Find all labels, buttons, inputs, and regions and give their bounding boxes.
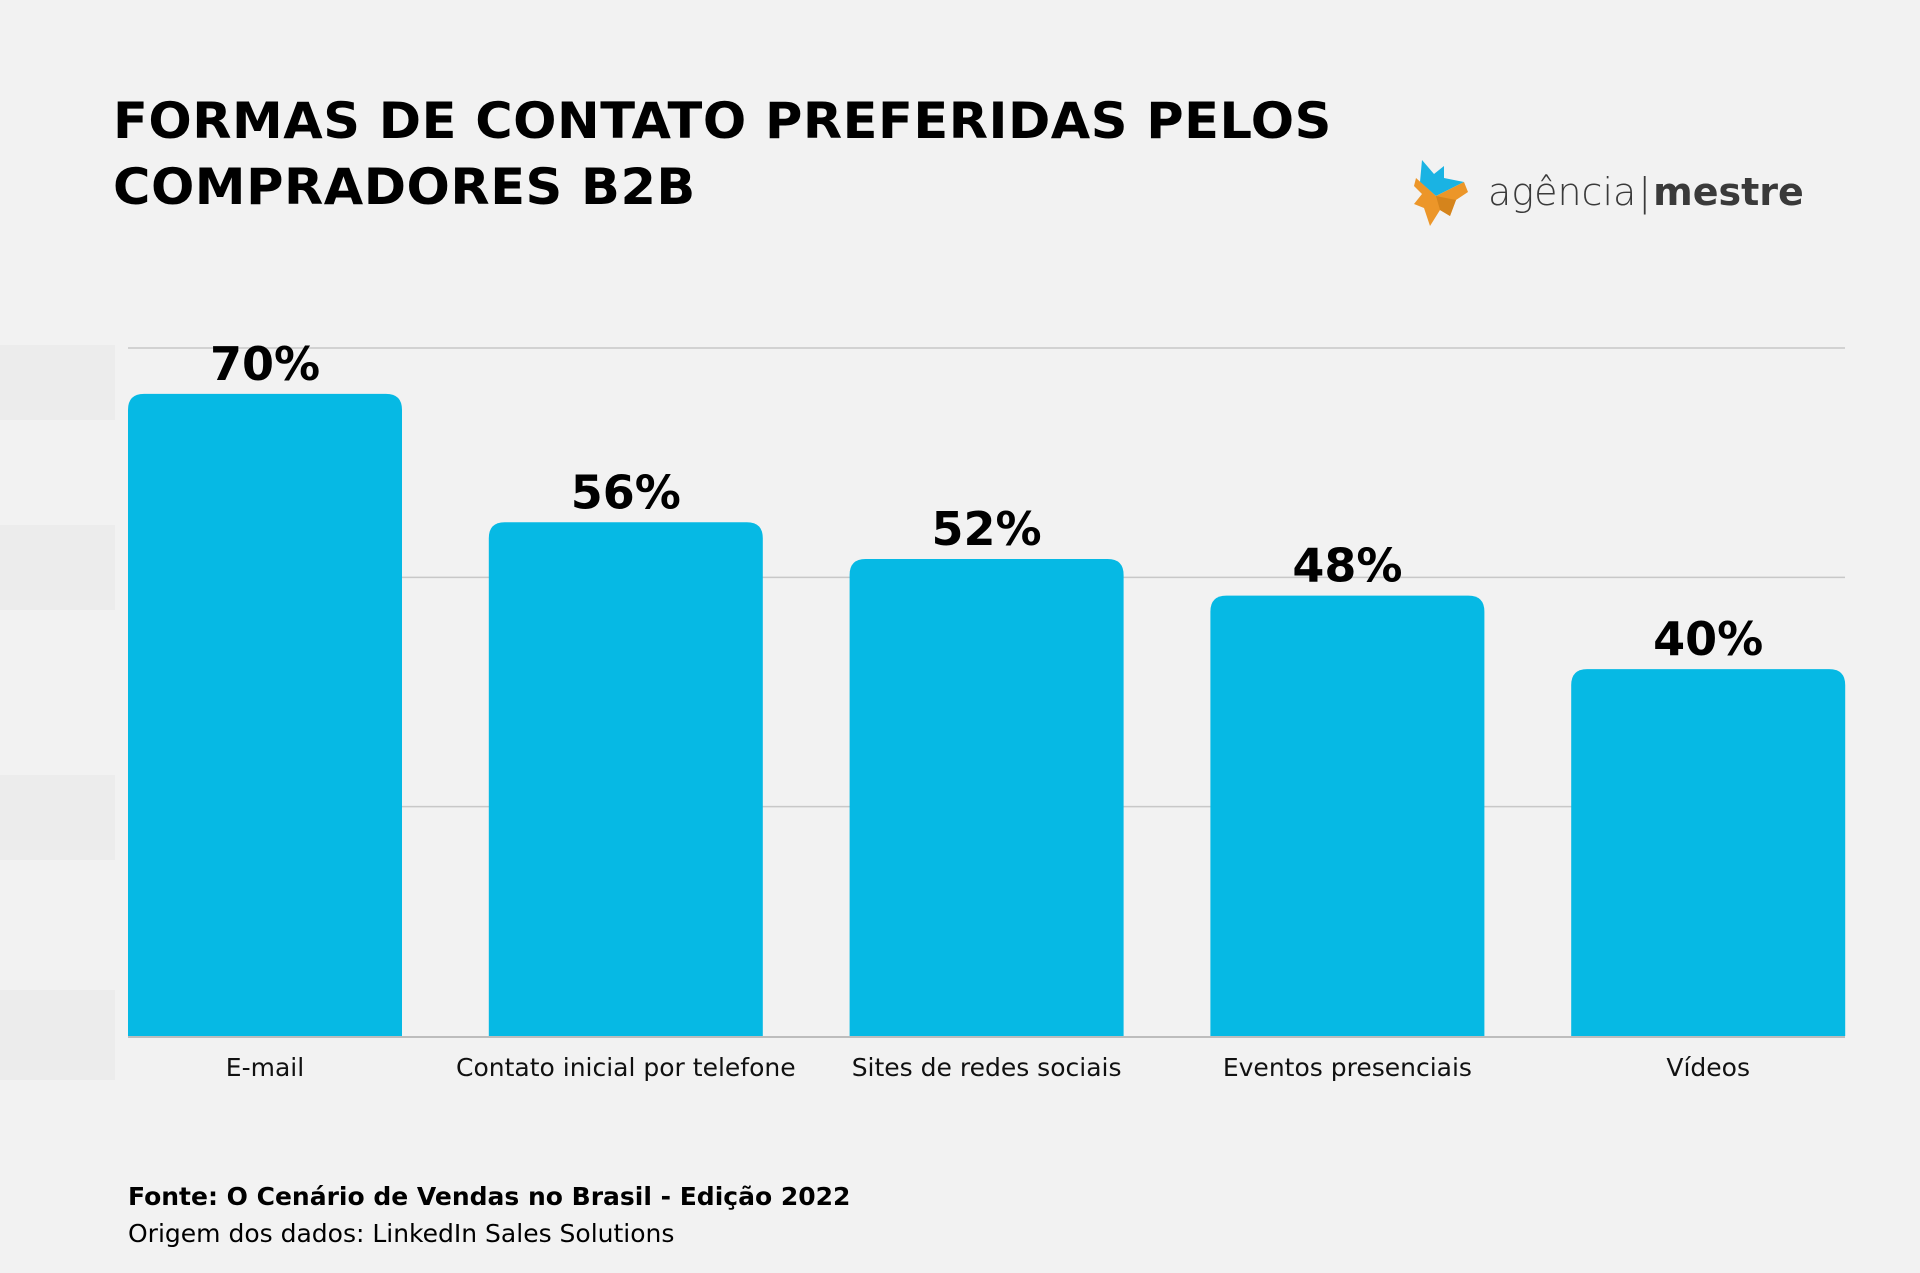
value-label: 40% (1653, 612, 1763, 666)
value-labels: 70% 56% 52% 48% 40% (210, 337, 1763, 666)
bar-e-mail (128, 393, 402, 1036)
bar-v-deos (1571, 669, 1846, 1036)
title-line-2: COMPRADORES B2B (113, 158, 696, 216)
data-origin-line: Origem dos dados: LinkedIn Sales Solutio… (128, 1219, 675, 1248)
bar-contato-inicial-por-telefone (488, 522, 763, 1036)
decorative-stripe (0, 345, 115, 420)
bar-eventos-presenciais (1210, 595, 1485, 1036)
title-line-1: FORMAS DE CONTATO PREFERIDAS PELOS (113, 92, 1332, 150)
value-label: 48% (1292, 539, 1402, 593)
chart-title: FORMAS DE CONTATO PREFERIDAS PELOS COMPR… (113, 88, 1459, 220)
value-label: 70% (210, 337, 320, 391)
bar-sites-de-redes-sociais (849, 558, 1124, 1036)
brand-logo: agência|mestre (1410, 152, 1804, 232)
bars (128, 393, 1846, 1036)
category-label: Sites de redes sociais (852, 1053, 1122, 1082)
category-label: Vídeos (1666, 1053, 1750, 1082)
category-labels: E-mail Contato inicial por telefone Sites … (226, 1053, 1750, 1082)
decorative-stripe (0, 525, 115, 610)
category-label: Eventos presenciais (1223, 1053, 1472, 1082)
source-line: Fonte: O Cenário de Vendas no Brasil - E… (128, 1182, 851, 1211)
agencia-mestre-star-icon (1414, 160, 1468, 226)
source-note: Fonte: O Cenário de Vendas no Brasil - E… (128, 1178, 850, 1252)
decorative-stripe (0, 990, 115, 1080)
category-label: Contato inicial por telefone (456, 1053, 796, 1082)
value-label: 52% (932, 502, 1042, 556)
logo-text-mestre: mestre (1653, 170, 1804, 214)
logo-wordmark: agência|mestre (1488, 170, 1804, 214)
decorative-stripe (0, 775, 115, 860)
logo-text-agencia: agência (1488, 170, 1637, 214)
logo-separator: | (1638, 170, 1652, 214)
value-label: 56% (571, 465, 681, 519)
category-label: E-mail (226, 1053, 304, 1082)
